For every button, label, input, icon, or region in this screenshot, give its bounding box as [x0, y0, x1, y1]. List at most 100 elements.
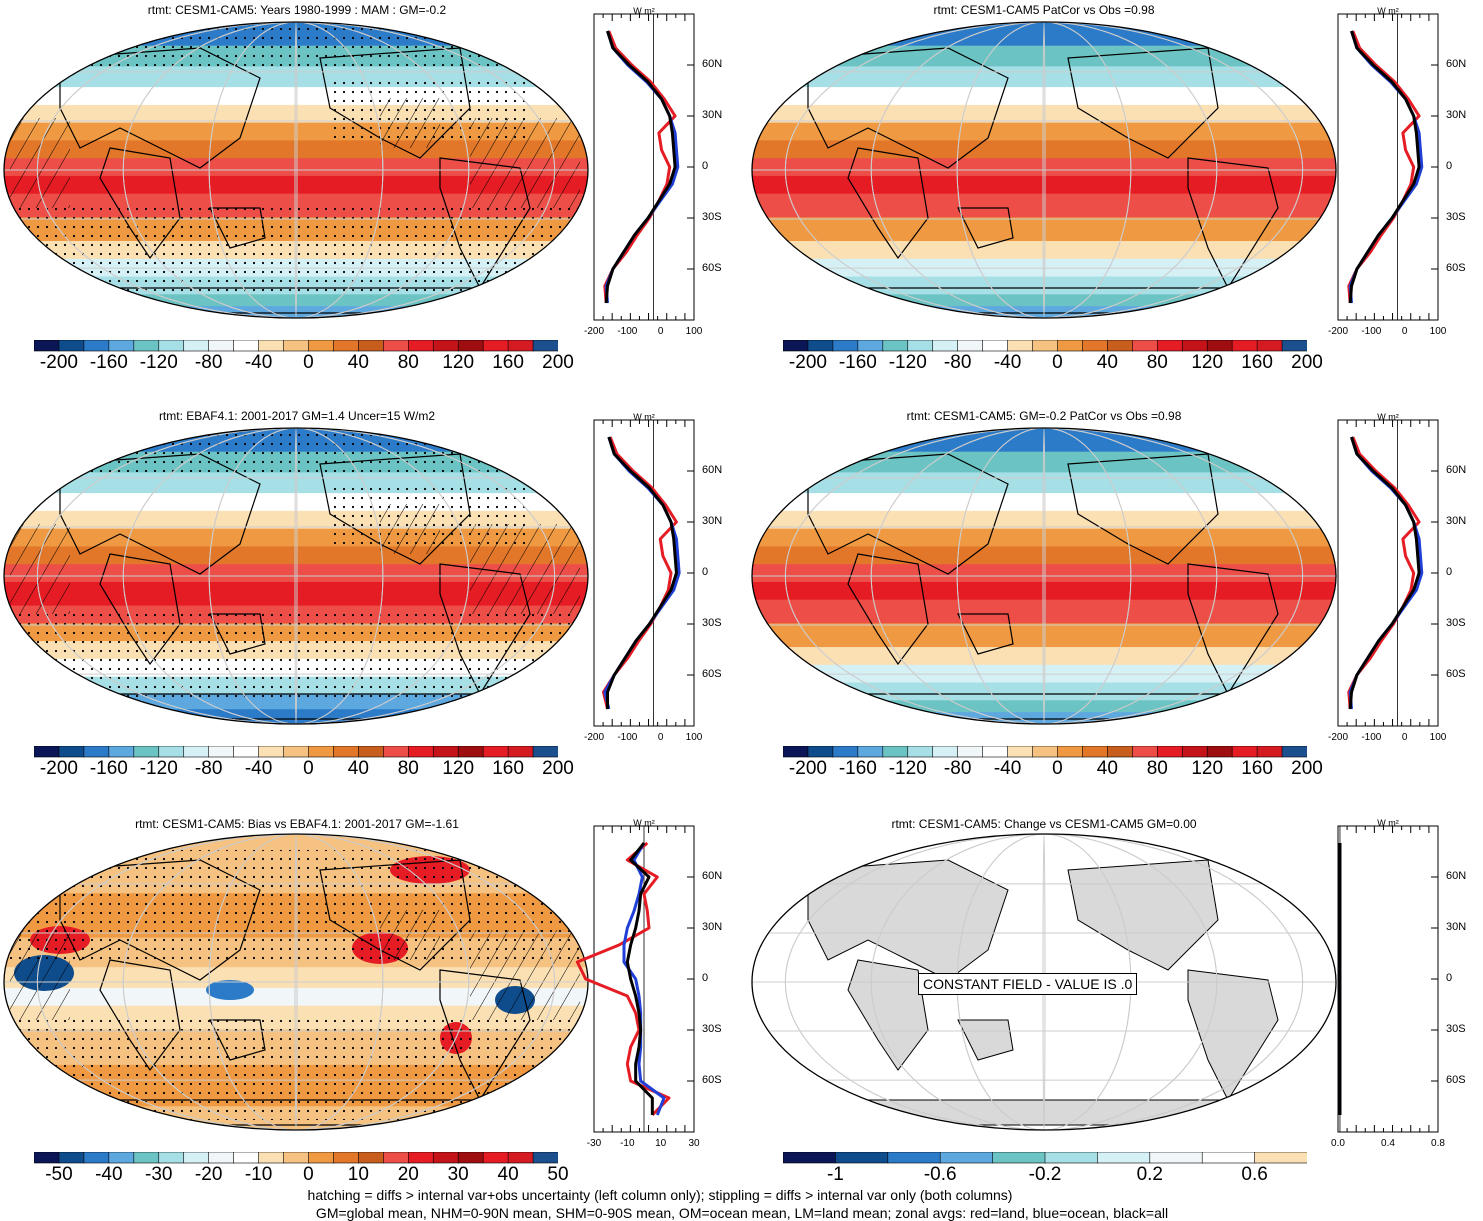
graticule-meridian	[294, 428, 298, 724]
constant-field-label: CONSTANT FIELD - VALUE IS .0	[918, 973, 1138, 995]
colorbar-swatch	[982, 340, 1009, 352]
map-outline	[751, 833, 1337, 1131]
zonal-lat-label: 0	[1446, 566, 1453, 578]
zonal-x-tick-label: 0	[657, 732, 664, 743]
colorbar-label: 120	[442, 352, 475, 373]
colorbar-swatch	[532, 1152, 558, 1164]
colorbar-swatch	[83, 1152, 110, 1164]
colorbar-swatch	[1132, 746, 1159, 758]
colorbar-swatch	[58, 340, 85, 352]
colorbar-swatch	[1256, 340, 1283, 352]
colorbar-swatch	[333, 746, 360, 758]
coastline	[807, 453, 1009, 575]
colorbar-swatch	[233, 340, 260, 352]
zonal-units-label: W m²	[1377, 6, 1399, 16]
colorbar-label: 120	[1191, 758, 1224, 779]
map-band	[752, 647, 1336, 666]
colorbar-swatch	[783, 340, 809, 352]
zonal-all-line	[606, 436, 678, 709]
map-band	[4, 967, 588, 989]
map-band	[752, 276, 1336, 296]
colorbar-swatch	[233, 746, 260, 758]
colorbar-swatch	[1007, 746, 1034, 758]
colorbar-label: 30	[447, 1164, 469, 1185]
colorbar-swatch	[258, 1152, 285, 1164]
map-band	[752, 158, 1336, 177]
graticule-meridian	[784, 428, 1304, 724]
panel-2-map	[748, 18, 1340, 322]
coastline	[59, 47, 261, 169]
zonal-x-tick-label: 0.8	[1431, 1138, 1445, 1149]
colorbar-swatch	[1254, 1152, 1307, 1164]
zonal-lat-label: 30S	[1446, 211, 1466, 223]
colorbar-label: 200	[542, 758, 574, 779]
zonal-lat-label: 30S	[702, 211, 722, 223]
footer-line-2: GM=global mean, NHM=0-90N mean, SHM=0-90…	[315, 1205, 1169, 1221]
graticule-meridian	[870, 22, 1218, 318]
zonal-lat-label: 60N	[702, 58, 723, 70]
colorbar-swatch	[308, 340, 335, 352]
colorbar-swatch	[1082, 340, 1109, 352]
graticule-meridian	[784, 834, 1304, 1130]
colorbar-label: 0	[303, 352, 314, 373]
colorbar-label: 40	[1096, 758, 1118, 779]
colorbar-swatch	[58, 746, 85, 758]
map-band	[752, 66, 1336, 89]
colorbar-label: -80	[194, 352, 223, 373]
colorbar-swatch	[108, 1152, 135, 1164]
colorbar-label: 160	[492, 352, 524, 373]
colorbar-label: 160	[1241, 758, 1273, 779]
map-band	[752, 682, 1336, 702]
colorbar-swatch	[1231, 340, 1258, 352]
colorbar-swatch	[982, 746, 1009, 758]
panel-4-colorbar: -200 -160 -120 -80 -40 0 40 80 120 160 200	[783, 746, 1323, 792]
zonal-lat-label: 60S	[1446, 668, 1466, 680]
colorbar-swatch	[83, 746, 110, 758]
map-outline	[751, 21, 1337, 319]
graticule-meridian	[870, 428, 1218, 724]
zonal-x-tick-label: 0	[1401, 326, 1408, 337]
zonal-all-line	[604, 30, 677, 304]
hatch-region	[10, 118, 70, 208]
coastline	[209, 207, 266, 249]
coastline	[957, 207, 1014, 249]
colorbar-swatch	[507, 340, 534, 352]
colorbar-label: -120	[139, 758, 178, 779]
zonal-ocean-line	[622, 842, 666, 1116]
zonal-all-line	[1348, 30, 1421, 304]
zonal-x-tick-label: -200	[583, 732, 605, 743]
graticule-meridian	[784, 22, 1304, 318]
zonal-lat-label: 0	[702, 972, 709, 984]
colorbar-swatch	[58, 1152, 85, 1164]
graticule-meridian	[1042, 428, 1046, 724]
zonal-lat-label: 0	[1446, 972, 1453, 984]
zonal-land-line	[601, 436, 678, 710]
colorbar-label: -10	[244, 1164, 273, 1185]
colorbar-swatch	[383, 340, 410, 352]
map-band	[752, 22, 1336, 47]
zonal-x-tick-label: 100	[685, 732, 703, 743]
map-band	[752, 104, 1336, 124]
colorbar-label: -30	[145, 1164, 173, 1185]
colorbar-label: 0	[1052, 758, 1063, 779]
zonal-lat-label: 60N	[1446, 464, 1467, 476]
colorbar-swatch	[1057, 746, 1084, 758]
graticule-meridian	[36, 22, 556, 318]
map-outline	[3, 427, 589, 725]
zonal-x-tick-label: -100	[1361, 732, 1382, 743]
map-band	[4, 158, 588, 177]
panel-4-title: rtmt: CESM1-CAM5: GM=-0.2 PatCor vs Obs …	[906, 409, 1182, 423]
hatch-region	[470, 524, 580, 614]
stipple-region	[4, 208, 588, 298]
map-band	[752, 193, 1336, 219]
zonal-lat-label: 60S	[702, 668, 722, 680]
colorbar-swatch	[457, 1152, 484, 1164]
colorbar-swatch	[507, 1152, 534, 1164]
colorbar-label: -200	[39, 758, 78, 779]
colorbar-swatch	[832, 340, 859, 352]
stipple-region	[4, 434, 588, 474]
map-band	[752, 451, 1336, 474]
map-band	[4, 175, 588, 195]
zonal-lat-label: 0	[1446, 160, 1453, 172]
panel-1-map	[0, 18, 592, 322]
